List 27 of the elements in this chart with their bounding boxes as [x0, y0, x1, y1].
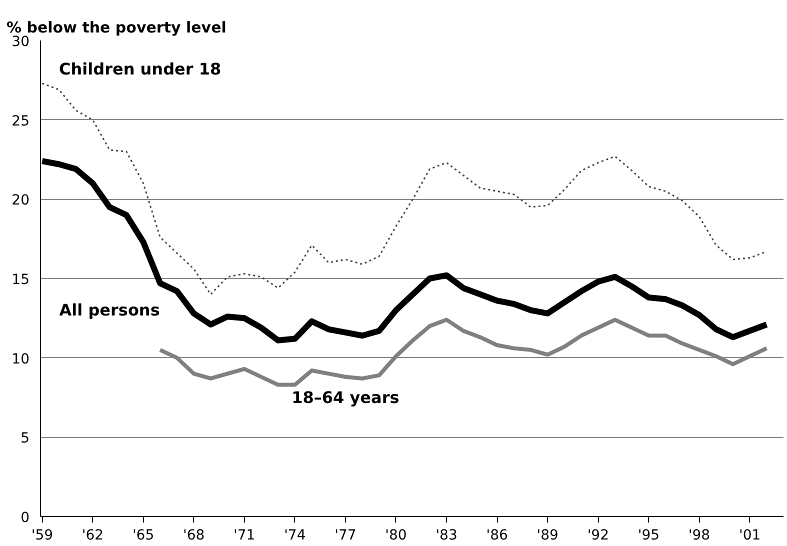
series-label: Children under 18: [59, 60, 222, 79]
x-tick-label: '74: [284, 528, 306, 544]
x-tick-label: '89: [536, 528, 558, 544]
x-tick-label: '59: [31, 528, 54, 544]
x-tick-label: '01: [738, 528, 761, 544]
y-tick-label: 0: [20, 510, 30, 526]
x-tick-label: '86: [486, 528, 508, 544]
x-tick-label: '62: [82, 528, 104, 544]
series-label: All persons: [59, 300, 160, 320]
x-tick-label: '65: [132, 528, 154, 544]
y-tick-label: 15: [12, 272, 30, 288]
line-series: [158, 318, 769, 387]
x-tick-label: '71: [234, 528, 256, 544]
y-axis-title: % below the poverty level: [6, 18, 226, 36]
x-tick-label: '92: [587, 528, 610, 544]
y-tick-label: 5: [20, 430, 30, 447]
x-tick-label: '98: [688, 528, 710, 544]
series-label: 18–64 years: [292, 388, 400, 407]
x-tick-label: '80: [385, 528, 407, 544]
x-tick-label: '68: [182, 528, 205, 544]
x-tick-label: '77: [334, 528, 356, 544]
y-tick-label: 30: [12, 34, 30, 50]
y-tick-label: 10: [12, 351, 30, 368]
y-tick-label: 25: [12, 113, 30, 130]
x-tick-label: '83: [436, 528, 458, 544]
x-tick-label: '95: [638, 528, 660, 544]
y-tick-label: 20: [12, 192, 30, 209]
